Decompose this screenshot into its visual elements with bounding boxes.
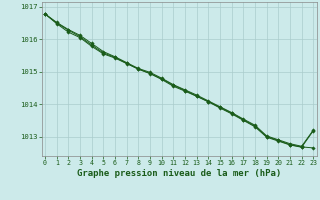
X-axis label: Graphe pression niveau de la mer (hPa): Graphe pression niveau de la mer (hPa) — [77, 169, 281, 178]
